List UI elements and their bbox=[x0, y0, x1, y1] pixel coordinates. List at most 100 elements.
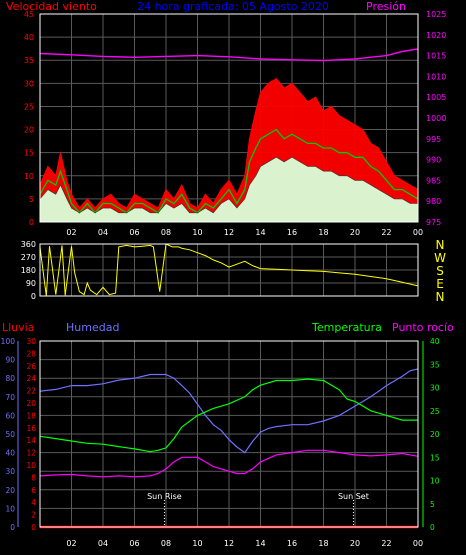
humidity-y-tick-label: 24 bbox=[26, 374, 36, 383]
pressure-y-tick-label: 1000 bbox=[426, 114, 446, 123]
chart-title: 24 hora graficada: 05 Agosto 2020 bbox=[137, 0, 329, 13]
wind-gust-line bbox=[39, 78, 419, 209]
pressure-y-tick-label: 1025 bbox=[426, 10, 446, 19]
wind-average-area bbox=[40, 157, 418, 222]
temperature-y-tick-label: 15 bbox=[430, 453, 440, 462]
th-axes: 0102030405060708090100024681012141618202… bbox=[1, 337, 440, 548]
wind-x-tick-label: 08 bbox=[161, 228, 171, 237]
wind-speed-line bbox=[39, 128, 419, 214]
dewpoint-line bbox=[39, 449, 419, 478]
rain-y-tick-label: 0 bbox=[10, 523, 15, 532]
direction-y-tick-label: 270 bbox=[21, 253, 36, 262]
humidity-y-tick-label: 4 bbox=[31, 498, 36, 507]
rain-y-tick-label: 60 bbox=[5, 411, 15, 420]
humidity-y-tick-label: 16 bbox=[26, 424, 36, 433]
rain-y-tick-label: 10 bbox=[5, 504, 15, 513]
rain-y-tick-label: 30 bbox=[5, 467, 15, 476]
wind-y-tick-label: 25 bbox=[24, 102, 34, 111]
pressure-y-tick-label: 1015 bbox=[426, 52, 446, 61]
wind-y-tick-label: 40 bbox=[24, 33, 34, 42]
wind-x-tick-label: 12 bbox=[224, 228, 234, 237]
th-x-tick-label: 20 bbox=[350, 539, 360, 548]
wind-x-tick-label: 10 bbox=[192, 228, 202, 237]
pressure-y-tick-label: 995 bbox=[426, 135, 441, 144]
rain-y-tick-label: 80 bbox=[5, 374, 15, 383]
wind-y-tick-label: 0 bbox=[29, 218, 34, 227]
rain-y-tick-label: 90 bbox=[5, 356, 15, 365]
rain-y-tick-label: 70 bbox=[5, 393, 15, 402]
humidity-y-tick-label: 26 bbox=[26, 362, 36, 371]
wind-x-tick-label: 22 bbox=[381, 228, 391, 237]
humidity-line bbox=[39, 368, 419, 454]
direction-y-tick-label: 360 bbox=[21, 240, 36, 249]
direction-y-tick-label: 0 bbox=[31, 292, 36, 301]
wind-x-tick-label: 00 bbox=[413, 228, 423, 237]
wind-y-tick-label: 30 bbox=[24, 79, 34, 88]
temperature-y-tick-label: 40 bbox=[430, 337, 440, 346]
pressure-y-tick-label: 975 bbox=[426, 218, 441, 227]
humidity-y-tick-label: 30 bbox=[26, 337, 36, 346]
temperature-label: Temperatura bbox=[311, 321, 382, 334]
wind-x-tick-label: 16 bbox=[287, 228, 297, 237]
compass-label: E bbox=[436, 277, 444, 291]
pressure-line bbox=[39, 48, 419, 62]
humidity-label: Humedad bbox=[66, 321, 119, 334]
wind-y-tick-label: 45 bbox=[24, 10, 34, 19]
wind-x-tick-label: 14 bbox=[255, 228, 265, 237]
th-x-tick-label: 22 bbox=[381, 539, 391, 548]
humidity-y-tick-label: 8 bbox=[31, 473, 36, 482]
temperature-y-tick-label: 0 bbox=[430, 523, 435, 532]
rain-y-tick-label: 50 bbox=[5, 430, 15, 439]
th-x-tick-label: 06 bbox=[129, 539, 139, 548]
wind-x-tick-label: 20 bbox=[350, 228, 360, 237]
compass-label: N bbox=[436, 290, 445, 304]
wind-pressure-chart: Velocidad viento 24 hora graficada: 05 A… bbox=[6, 0, 446, 237]
wind-axes: 0510152025303540459759809859909951000100… bbox=[24, 10, 447, 237]
humidity-y-tick-label: 10 bbox=[26, 461, 36, 470]
wind-average-line bbox=[39, 156, 418, 214]
wind-y-tick-label: 15 bbox=[24, 149, 34, 158]
th-x-tick-label: 14 bbox=[255, 539, 265, 548]
sun-marker-label: Sun Rise bbox=[147, 492, 182, 501]
direction-y-tick-label: 180 bbox=[21, 266, 36, 275]
humidity-y-tick-label: 2 bbox=[31, 511, 36, 520]
pressure-y-tick-label: 980 bbox=[426, 197, 441, 206]
th-plot-frame bbox=[39, 340, 419, 528]
humidity-y-tick-label: 12 bbox=[26, 449, 36, 458]
th-x-tick-label: 18 bbox=[318, 539, 328, 548]
temperature-y-tick-label: 30 bbox=[430, 384, 440, 393]
th-x-tick-label: 08 bbox=[161, 539, 171, 548]
compass-label: W bbox=[434, 251, 446, 265]
humidity-y-tick-label: 6 bbox=[31, 486, 36, 495]
wind-x-tick-label: 04 bbox=[98, 228, 108, 237]
th-x-tick-label: 16 bbox=[287, 539, 297, 548]
temperature-y-tick-label: 10 bbox=[430, 477, 440, 486]
humidity-y-tick-label: 28 bbox=[26, 349, 36, 358]
wind-y-tick-label: 10 bbox=[24, 172, 34, 181]
humidity-y-tick-label: 14 bbox=[26, 436, 36, 445]
pressure-label: Presión bbox=[366, 0, 406, 13]
temperature-y-tick-label: 5 bbox=[430, 500, 435, 509]
wind-x-tick-label: 06 bbox=[129, 228, 139, 237]
humidity-y-tick-label: 0 bbox=[31, 523, 36, 532]
rain-y-tick-label: 100 bbox=[1, 337, 16, 346]
sun-marker-label: Sun Set bbox=[338, 492, 369, 501]
th-x-tick-label: 10 bbox=[192, 539, 202, 548]
rain-y-tick-label: 20 bbox=[5, 486, 15, 495]
wind-x-tick-label: 02 bbox=[66, 228, 76, 237]
th-x-tick-label: 00 bbox=[413, 539, 423, 548]
rain-y-tick-label: 40 bbox=[5, 449, 15, 458]
temperature-line bbox=[39, 378, 418, 453]
temperature-y-tick-label: 20 bbox=[430, 430, 440, 439]
pressure-y-tick-label: 1020 bbox=[426, 31, 446, 40]
pressure-y-tick-label: 1005 bbox=[426, 93, 446, 102]
rain-label: Lluvia bbox=[2, 321, 34, 334]
direction-y-tick-label: 90 bbox=[26, 279, 36, 288]
temperature-y-tick-label: 35 bbox=[430, 360, 440, 369]
temperature-y-tick-label: 25 bbox=[430, 407, 440, 416]
compass-label: S bbox=[436, 264, 444, 278]
pressure-y-tick-label: 1010 bbox=[426, 72, 446, 81]
humidity-y-tick-label: 22 bbox=[26, 387, 36, 396]
